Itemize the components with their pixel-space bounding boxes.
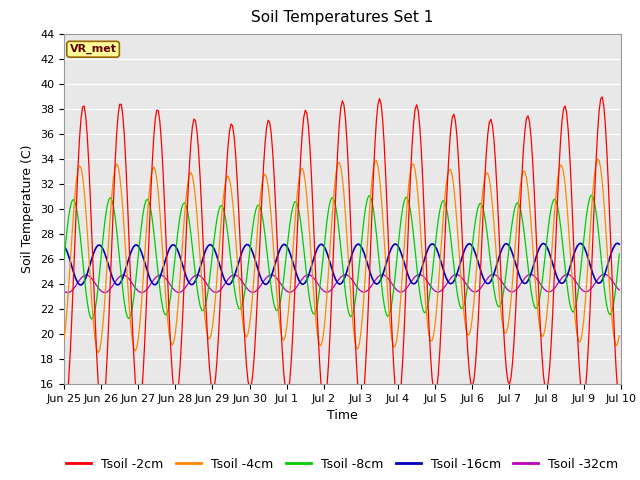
- Y-axis label: Soil Temperature (C): Soil Temperature (C): [22, 144, 35, 273]
- Text: VR_met: VR_met: [70, 44, 116, 54]
- Legend: Tsoil -2cm, Tsoil -4cm, Tsoil -8cm, Tsoil -16cm, Tsoil -32cm: Tsoil -2cm, Tsoil -4cm, Tsoil -8cm, Tsoi…: [61, 453, 623, 476]
- Title: Soil Temperatures Set 1: Soil Temperatures Set 1: [252, 11, 433, 25]
- X-axis label: Time: Time: [327, 409, 358, 422]
